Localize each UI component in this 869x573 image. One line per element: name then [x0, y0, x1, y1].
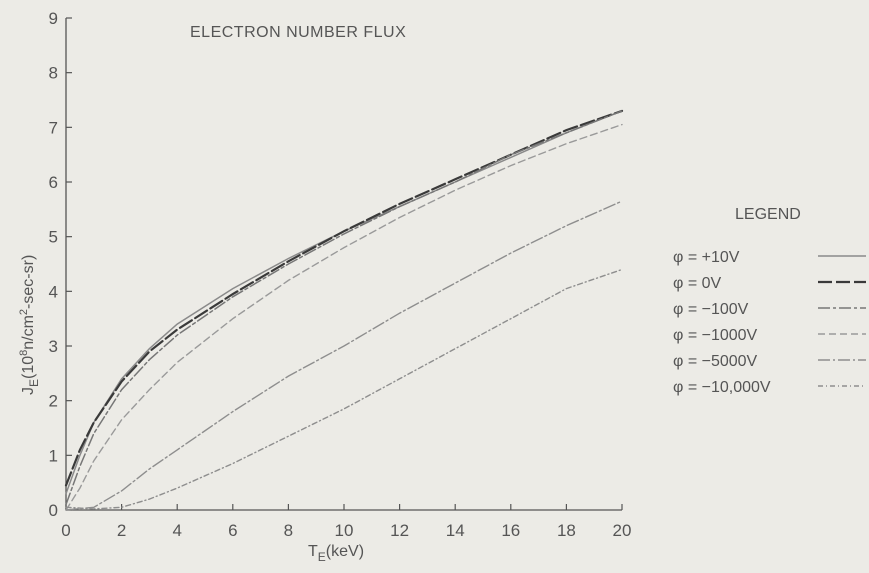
legend-title: LEGEND — [735, 206, 801, 223]
x-axis-label: TE(keV) — [308, 543, 364, 564]
y-tick-label: 5 — [49, 228, 58, 247]
y-tick-label: 1 — [49, 446, 58, 465]
legend-label-4: φ = −1000V — [673, 327, 758, 344]
y-tick-label: 8 — [49, 64, 58, 83]
x-tick-label: 4 — [172, 521, 181, 540]
x-tick-label: 0 — [61, 521, 70, 540]
y-tick-label: 9 — [49, 9, 58, 28]
x-tick-label: 16 — [501, 521, 520, 540]
legend-label-6: φ = −10,000V — [673, 379, 771, 396]
y-tick-label: 2 — [49, 392, 58, 411]
series-line-1 — [65, 110, 623, 495]
series-line-5 — [65, 200, 623, 511]
x-tick-label: 20 — [613, 521, 632, 540]
x-tick-label: 14 — [446, 521, 465, 540]
x-tick-label: 6 — [228, 521, 237, 540]
series-lines — [64, 109, 624, 511]
series-line-2 — [64, 109, 624, 487]
y-axis-label: JE(108n/cm2-sec-sr) — [18, 255, 41, 395]
legend-label-5: φ = −5000V — [673, 353, 758, 370]
x-tick-label: 2 — [117, 521, 126, 540]
series-line-6 — [65, 268, 623, 510]
legend-label-2: φ = 0V — [673, 275, 722, 292]
x-tick-labels: 0 2 4 6 8 10 12 14 16 18 20 — [61, 521, 631, 540]
y-tick-label: 3 — [49, 337, 58, 356]
y-tick-label: 0 — [49, 501, 58, 520]
series-line-3 — [65, 110, 623, 506]
x-tick-label: 8 — [284, 521, 293, 540]
x-tick-label: 12 — [390, 521, 409, 540]
y-tick-label: 6 — [49, 173, 58, 192]
legend-label-1: φ = +10V — [673, 249, 740, 266]
chart-title: ELECTRON NUMBER FLUX — [190, 24, 406, 41]
x-tick-label: 10 — [335, 521, 354, 540]
legend: φ = +10V φ = 0V φ = −100V φ = −1000V φ = −50… — [673, 249, 866, 396]
x-tick-label: 18 — [557, 521, 576, 540]
legend-label-3: φ = −100V — [673, 301, 749, 318]
axes — [65, 17, 623, 511]
y-tick-labels: 0 1 2 3 4 5 6 7 8 9 — [49, 9, 58, 520]
series-line-4 — [65, 123, 623, 511]
y-tick-label: 4 — [49, 282, 58, 301]
y-tick-label: 7 — [49, 118, 58, 137]
